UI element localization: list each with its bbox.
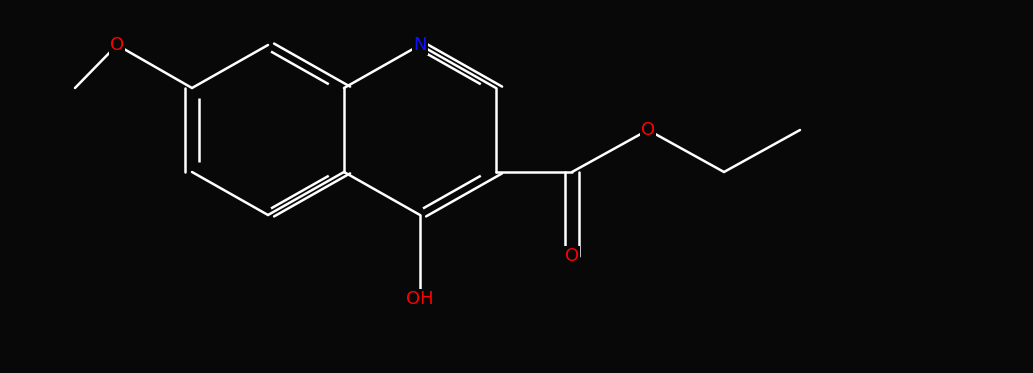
Text: O: O bbox=[109, 36, 124, 54]
Text: O: O bbox=[565, 247, 580, 265]
Text: OH: OH bbox=[406, 290, 434, 308]
Text: O: O bbox=[640, 121, 655, 139]
Text: N: N bbox=[413, 36, 427, 54]
